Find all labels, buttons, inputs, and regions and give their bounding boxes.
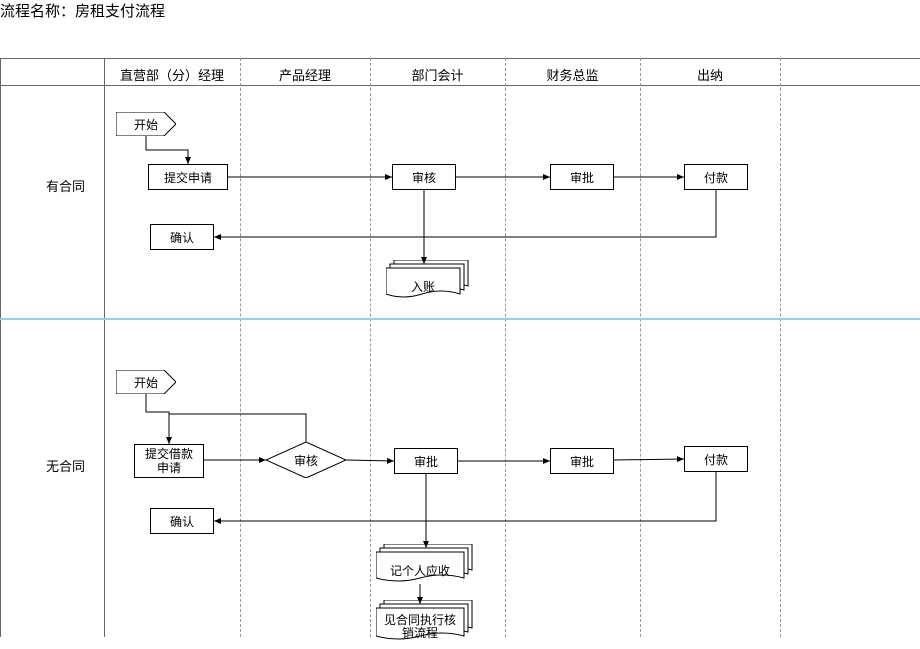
connectors xyxy=(0,0,920,637)
